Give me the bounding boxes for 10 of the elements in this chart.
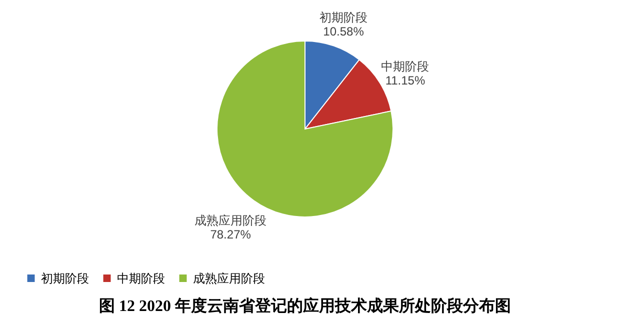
data-label: 10.58% — [323, 24, 364, 38]
legend-label: 初期阶段 — [41, 271, 89, 286]
data-label: 11.15% — [385, 74, 426, 88]
slice-label: 中期阶段 — [381, 60, 430, 74]
text: 图 12 2020 年度云南省登记的应用技术成果所处阶段分布图 — [99, 296, 511, 315]
data-label: 78.27% — [210, 228, 252, 242]
legend-label: 成熟应用阶段 — [193, 271, 265, 286]
slice-label: 初期阶段 — [320, 10, 368, 24]
legend-label: 中期阶段 — [117, 271, 165, 286]
slice-label: 成熟应用阶段 — [194, 214, 267, 228]
